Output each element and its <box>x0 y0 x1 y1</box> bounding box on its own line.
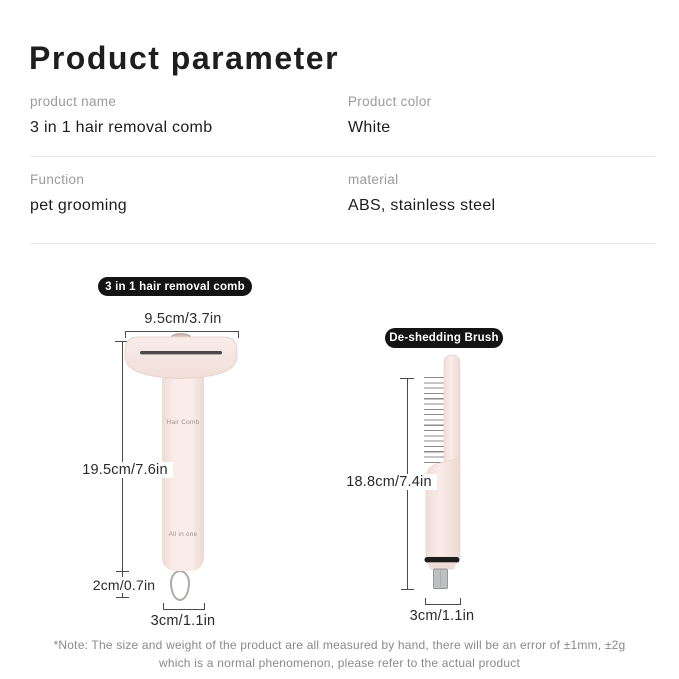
spec-label-product-name: product name <box>30 94 117 109</box>
footer-note-line1: *Note: The size and weight of the produc… <box>53 638 626 652</box>
footer-note-line2: which is a normal phenomenon, please ref… <box>158 656 520 670</box>
spec-label-product-color: Product color <box>348 94 432 109</box>
brush-width-label: 3cm/1.1in <box>409 608 475 624</box>
comb-width-label: 9.5cm/3.7in <box>144 311 222 327</box>
spec-value-function: pet grooming <box>30 197 127 214</box>
comb-handle-print-bottom: All in one <box>168 531 198 538</box>
divider <box>31 156 655 157</box>
brush-badge: De-shedding Brush <box>385 328 503 348</box>
comb-handle: Hair Comb All in one <box>162 373 204 571</box>
comb-width-bracket <box>125 331 239 338</box>
comb-handle-width-bracket <box>163 603 205 610</box>
comb-height-label: 19.5cm/7.6in <box>77 462 173 478</box>
brush-illustration <box>424 354 461 589</box>
loop-height-tick-bottom <box>116 597 129 598</box>
comb-head-body <box>124 336 238 380</box>
comb-handle-print-top: Hair Comb <box>166 419 200 426</box>
spec-value-product-color: White <box>348 119 391 136</box>
page-title: Product parameter <box>29 40 340 76</box>
comb-badge: 3 in 1 hair removal comb <box>98 277 252 296</box>
spec-label-function: Function <box>30 172 85 187</box>
loop-height-label: 2cm/0.7in <box>90 577 158 593</box>
brush-width-bracket <box>425 598 461 605</box>
comb-slot <box>140 351 222 355</box>
brush-handle <box>425 457 461 558</box>
brush-ring <box>424 557 460 563</box>
comb-handle-width-label: 3cm/1.1in <box>150 613 216 629</box>
spec-value-material: ABS, stainless steel <box>348 197 496 214</box>
footer-note: *Note: The size and weight of the produc… <box>0 636 679 672</box>
spec-label-material: material <box>348 172 399 187</box>
spec-value-product-name: 3 in 1 hair removal comb <box>30 119 213 136</box>
brush-height-tick-bottom <box>401 589 414 590</box>
comb-head-illustration <box>124 333 238 380</box>
comb-hanging-loop <box>170 570 190 601</box>
brush-height-label: 18.8cm/7.4in <box>341 474 437 490</box>
brush-teeth <box>424 377 444 467</box>
divider <box>31 243 655 244</box>
comb-height-line <box>122 341 123 571</box>
brush-cap <box>427 562 457 570</box>
